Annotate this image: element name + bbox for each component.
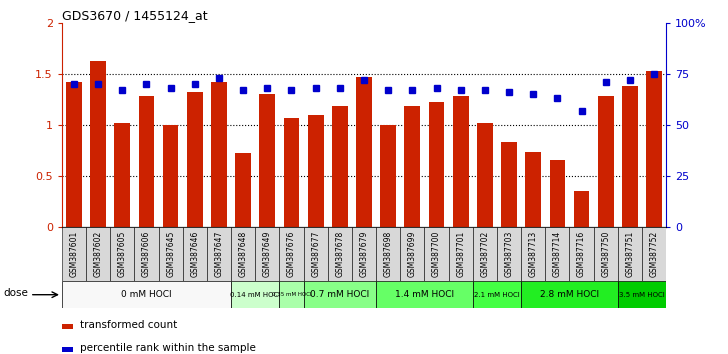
Bar (642, 227, 666, 281)
Bar (569, 227, 593, 281)
Bar (138, 96, 154, 227)
Bar (356, 77, 372, 227)
Bar (328, 227, 352, 281)
Bar (259, 94, 275, 227)
Text: GSM387716: GSM387716 (577, 231, 586, 277)
Bar (284, 118, 299, 227)
Text: GSM387751: GSM387751 (625, 231, 634, 277)
Bar (62, 347, 73, 352)
Text: GSM387678: GSM387678 (336, 231, 344, 277)
Bar (187, 92, 202, 227)
Bar (424, 227, 448, 281)
Bar (477, 123, 493, 227)
Text: 0 mM HOCl: 0 mM HOCl (121, 290, 172, 299)
Bar (211, 82, 227, 227)
Bar (110, 227, 135, 281)
Bar (448, 227, 472, 281)
Bar (472, 281, 521, 308)
Bar (183, 227, 207, 281)
Bar (280, 281, 304, 308)
Bar (207, 227, 231, 281)
Text: GSM387713: GSM387713 (529, 231, 538, 277)
Bar (497, 227, 521, 281)
Bar (231, 281, 280, 308)
Text: 0.7 mM HOCl: 0.7 mM HOCl (310, 290, 369, 299)
Bar (501, 142, 517, 227)
Text: GSM387699: GSM387699 (408, 231, 417, 277)
Bar (646, 71, 662, 227)
Bar (618, 227, 642, 281)
Text: GSM387700: GSM387700 (432, 231, 441, 277)
Bar (593, 227, 618, 281)
Bar (400, 227, 424, 281)
Text: percentile rank within the sample: percentile rank within the sample (80, 343, 256, 353)
Bar (550, 160, 565, 227)
Text: GSM387605: GSM387605 (118, 231, 127, 277)
Bar (429, 102, 444, 227)
Bar (135, 227, 159, 281)
Bar (308, 115, 323, 227)
Text: GSM387648: GSM387648 (239, 231, 248, 277)
Text: GSM387698: GSM387698 (384, 231, 392, 277)
Bar (453, 96, 469, 227)
Bar (163, 125, 178, 227)
Text: 1.4 mM HOCl: 1.4 mM HOCl (395, 290, 454, 299)
Bar (622, 86, 638, 227)
Bar (618, 281, 666, 308)
Text: GDS3670 / 1455124_at: GDS3670 / 1455124_at (62, 9, 207, 22)
Text: GSM387750: GSM387750 (601, 231, 610, 277)
Text: GSM387679: GSM387679 (360, 231, 368, 277)
Text: GSM387601: GSM387601 (69, 231, 79, 277)
Text: transformed count: transformed count (80, 320, 177, 330)
Bar (235, 153, 251, 227)
Bar (545, 227, 569, 281)
Bar (405, 107, 420, 227)
Bar (521, 227, 545, 281)
Text: dose: dose (4, 289, 28, 298)
Text: 0.14 mM HOCl: 0.14 mM HOCl (230, 292, 280, 298)
Text: 0.35 mM HOCl: 0.35 mM HOCl (272, 292, 312, 297)
Text: GSM387677: GSM387677 (311, 231, 320, 277)
Bar (159, 227, 183, 281)
Text: 2.1 mM HOCl: 2.1 mM HOCl (474, 292, 520, 298)
Bar (62, 324, 73, 329)
Bar (90, 61, 106, 227)
Bar (280, 227, 304, 281)
Bar (304, 227, 328, 281)
Text: GSM387702: GSM387702 (480, 231, 489, 277)
Bar (62, 227, 86, 281)
Bar (472, 227, 497, 281)
Text: GSM387649: GSM387649 (263, 231, 272, 277)
Text: 2.8 mM HOCl: 2.8 mM HOCl (540, 290, 599, 299)
Text: GSM387676: GSM387676 (287, 231, 296, 277)
Bar (574, 191, 590, 227)
Text: GSM387647: GSM387647 (215, 231, 223, 277)
Bar (376, 227, 400, 281)
Text: GSM387602: GSM387602 (94, 231, 103, 277)
Bar (352, 227, 376, 281)
Bar (114, 123, 130, 227)
Text: GSM387701: GSM387701 (456, 231, 465, 277)
Text: GSM387703: GSM387703 (505, 231, 513, 277)
Text: 3.5 mM HOCl: 3.5 mM HOCl (619, 292, 665, 298)
Bar (332, 107, 348, 227)
Bar (231, 227, 256, 281)
Bar (256, 227, 280, 281)
Bar (62, 281, 231, 308)
Text: GSM387714: GSM387714 (553, 231, 562, 277)
Bar (526, 152, 541, 227)
Bar (521, 281, 618, 308)
Text: GSM387752: GSM387752 (649, 231, 659, 277)
Bar (376, 281, 472, 308)
Text: GSM387606: GSM387606 (142, 231, 151, 277)
Bar (66, 82, 82, 227)
Text: GSM387646: GSM387646 (190, 231, 199, 277)
Bar (86, 227, 110, 281)
Bar (380, 125, 396, 227)
Bar (598, 96, 614, 227)
Text: GSM387645: GSM387645 (166, 231, 175, 277)
Bar (304, 281, 376, 308)
